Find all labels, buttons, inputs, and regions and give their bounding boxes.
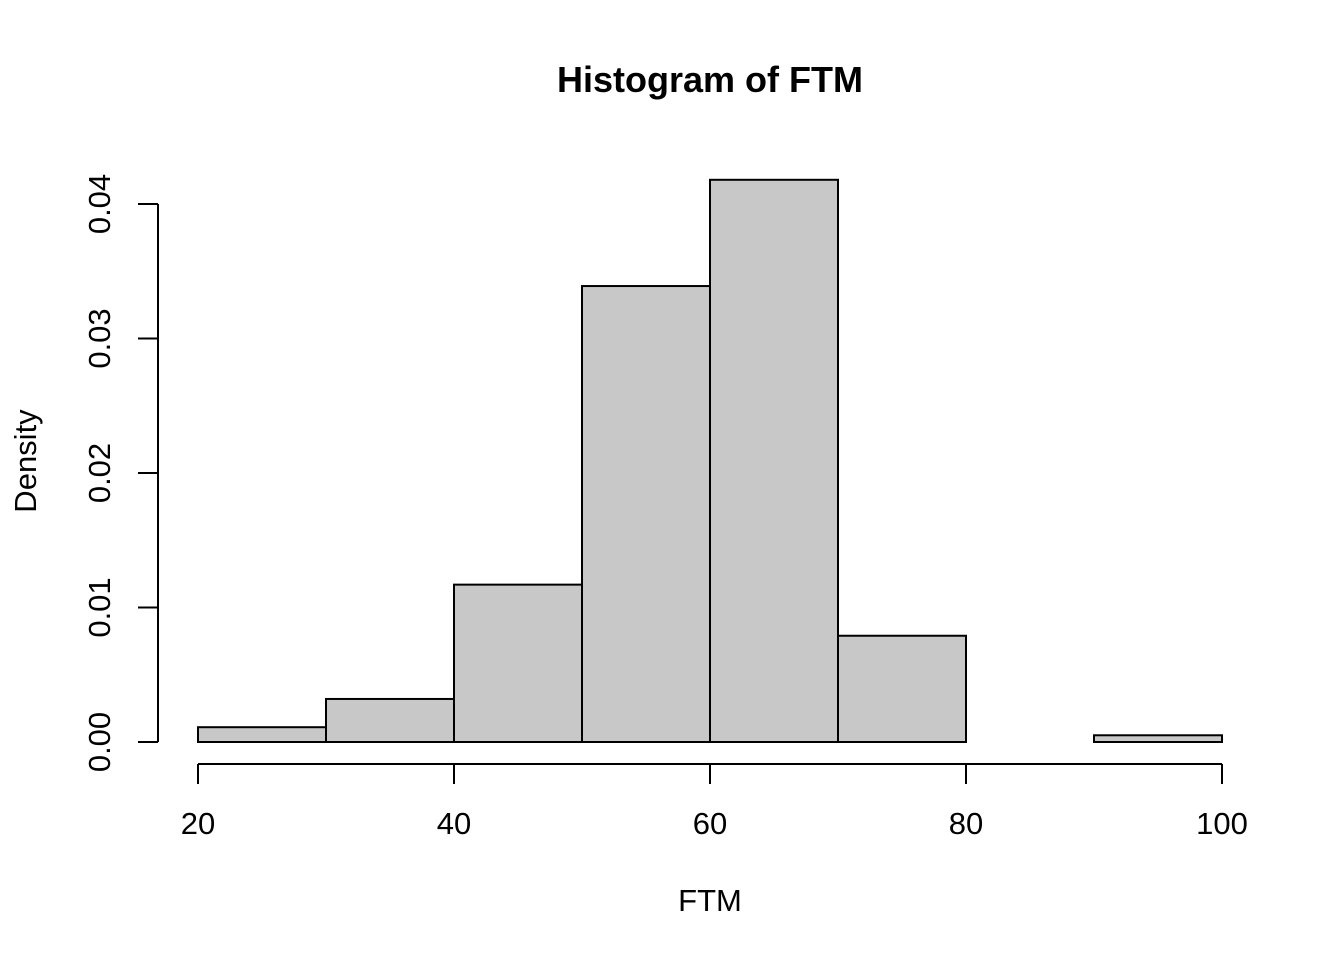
x-tick-label: 80	[949, 806, 983, 841]
histogram-bars	[197, 178, 1223, 744]
y-tick-label: 0.03	[82, 308, 117, 368]
histogram-bar	[453, 583, 583, 744]
histogram-bar	[325, 697, 455, 744]
chart-title: Histogram of FTM	[557, 59, 863, 100]
histogram-bar	[581, 285, 711, 743]
histogram-bar	[1093, 734, 1223, 744]
y-tick-label: 0.01	[82, 577, 117, 637]
x-tick-label: 40	[437, 806, 471, 841]
x-tick-label: 100	[1196, 806, 1248, 841]
y-axis: 0.00 0.01 0.02 0.03 0.04	[82, 174, 159, 772]
x-tick-label: 20	[181, 806, 215, 841]
y-axis-label: Density	[8, 409, 43, 513]
histogram-bar	[709, 178, 839, 744]
histogram-bar	[837, 634, 967, 743]
y-tick-label: 0.04	[82, 174, 117, 234]
x-tick-label: 60	[693, 806, 727, 841]
x-axis: 20 40 60 80 100	[181, 763, 1248, 841]
y-tick-label: 0.00	[82, 712, 117, 772]
x-axis-label: FTM	[678, 883, 742, 918]
histogram-bar	[197, 726, 327, 744]
y-tick-label: 0.02	[82, 443, 117, 503]
